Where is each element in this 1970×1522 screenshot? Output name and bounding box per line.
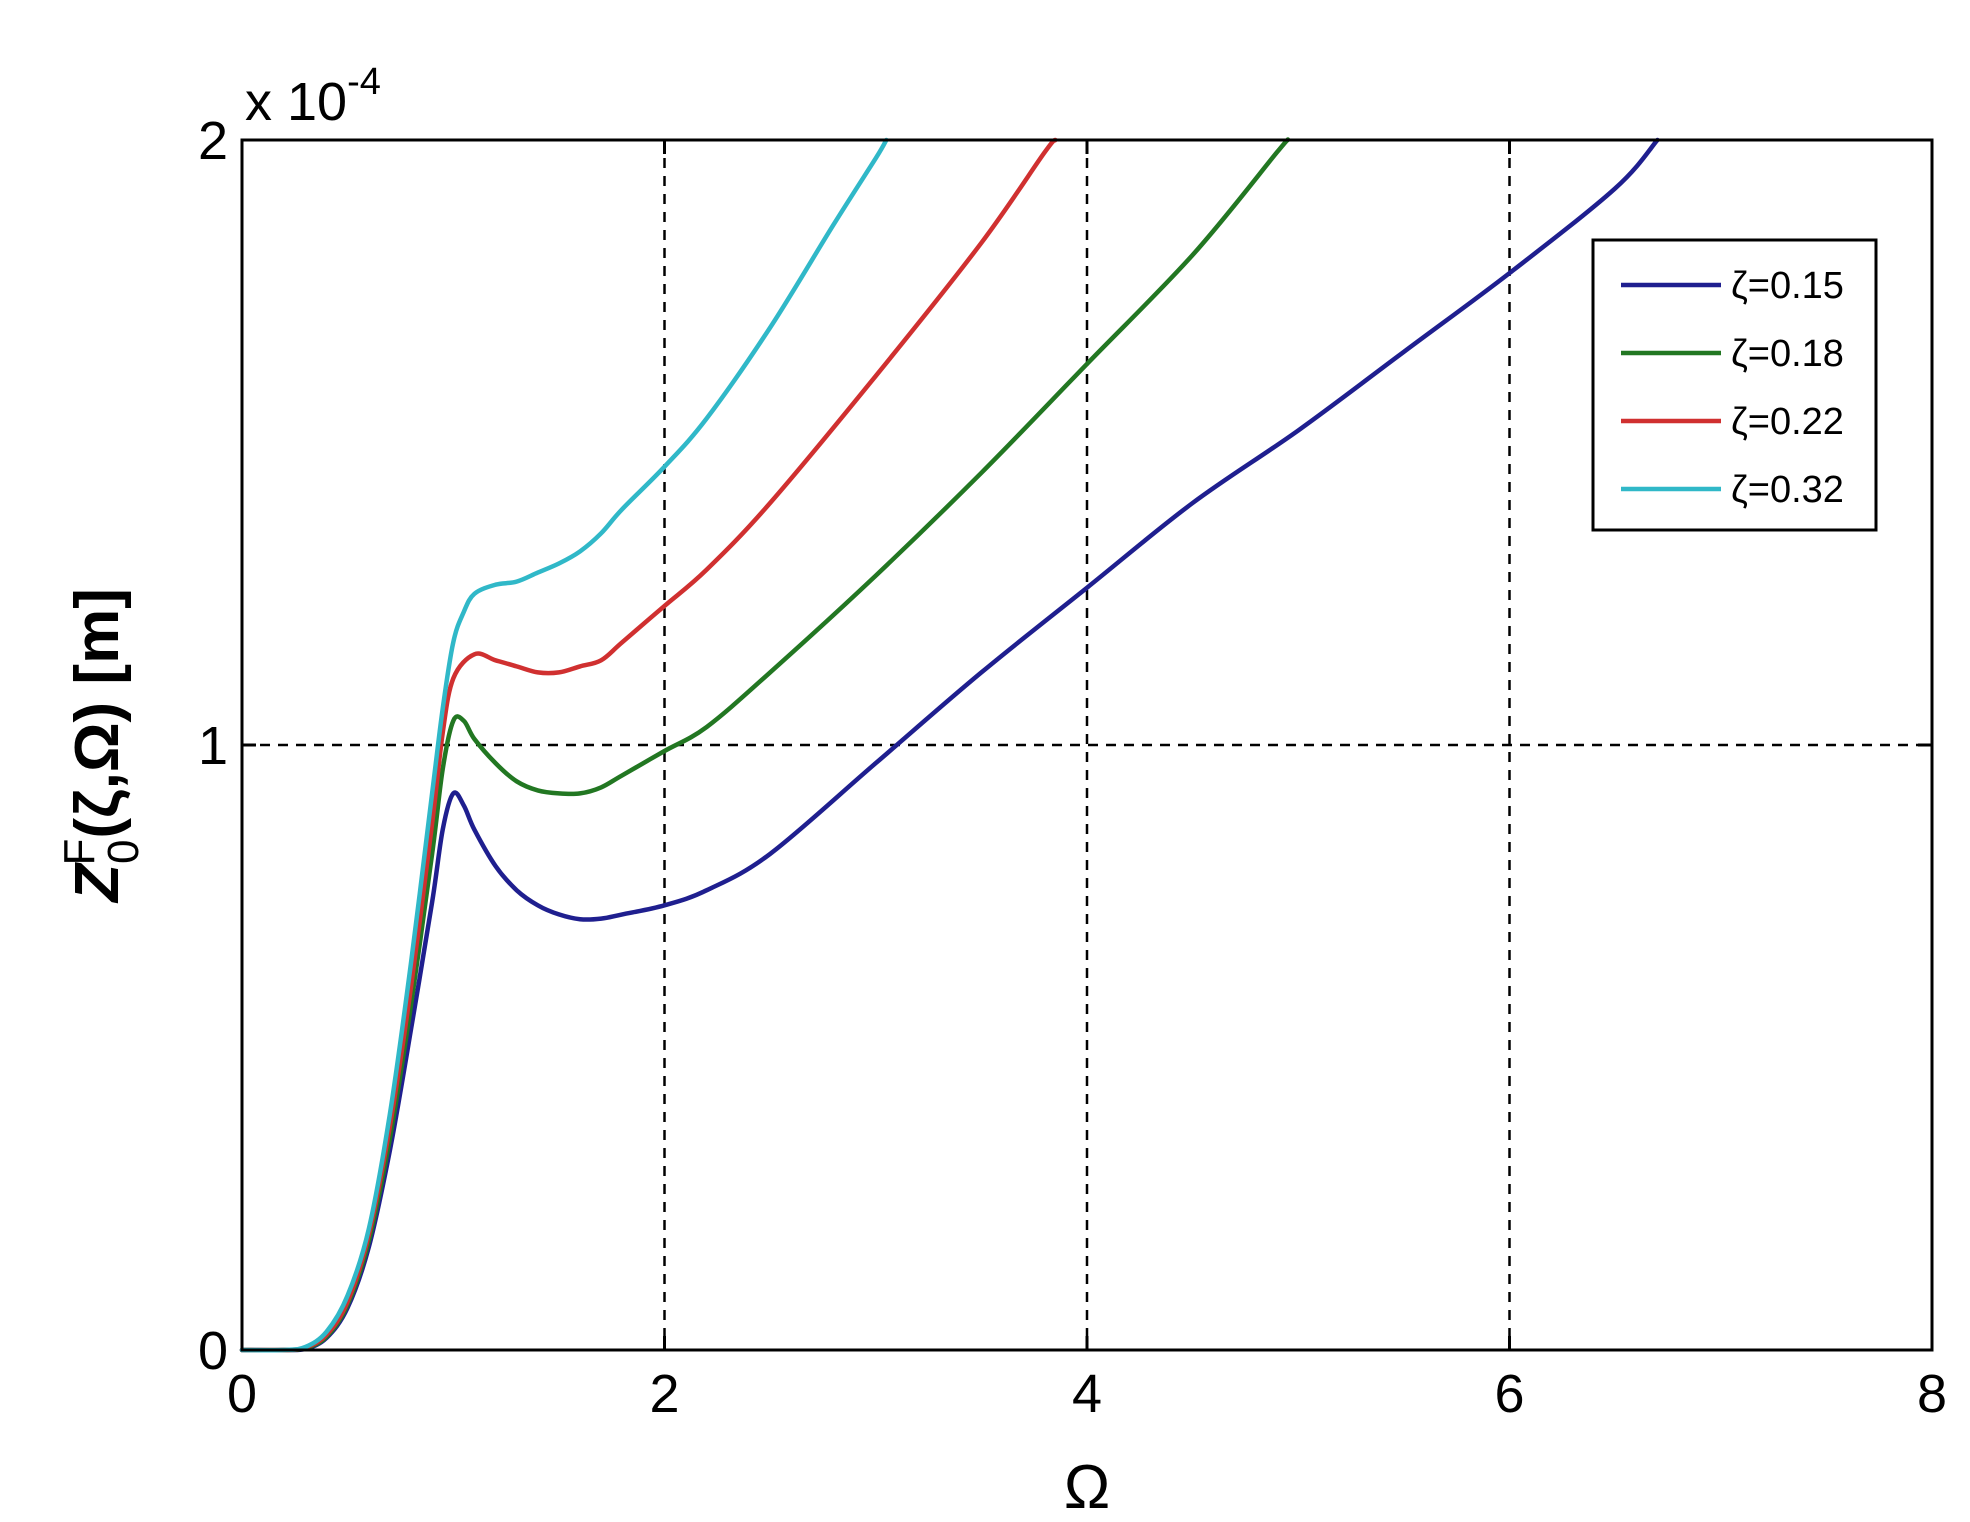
x-axis-ticks: 0 2 4 6 8 <box>227 140 1947 1424</box>
x-tick-label-3: 6 <box>1494 1364 1524 1424</box>
legend-label-0: ζ=0.15 <box>1731 265 1844 307</box>
legend: ζ=0.15 ζ=0.18 ζ=0.22 ζ=0.32 <box>1591 238 1878 532</box>
y-exponent-label: x 10-4 <box>245 61 381 132</box>
y-tick-label-0: 0 <box>198 1321 228 1381</box>
x-tick-label-1: 2 <box>649 1364 679 1424</box>
legend-box <box>1591 238 1878 532</box>
grid-lines <box>242 140 1932 1350</box>
y-tick-label-1: 1 <box>198 716 228 776</box>
y-tick-label-2: 2 <box>198 111 228 171</box>
x-tick-label-0: 0 <box>227 1364 257 1424</box>
svg-text:Z0F(ζ,Ω) [m]: Z0F(ζ,Ω) [m] <box>55 588 148 904</box>
legend-label-1: ζ=0.18 <box>1731 333 1844 375</box>
legend-label-2: ζ=0.22 <box>1731 401 1844 443</box>
y-axis-ticks: 0 1 2 <box>198 111 1932 1381</box>
x-axis-label: Ω <box>1064 1453 1110 1522</box>
series-line-3 <box>239 137 889 1353</box>
legend-label-3: ζ=0.32 <box>1731 469 1844 511</box>
series-group <box>239 137 1660 1353</box>
y-axis-label: Z0F(ζ,Ω) [m] <box>55 588 148 904</box>
x-tick-label-4: 8 <box>1917 1364 1947 1424</box>
x-tick-label-2: 4 <box>1072 1364 1102 1424</box>
